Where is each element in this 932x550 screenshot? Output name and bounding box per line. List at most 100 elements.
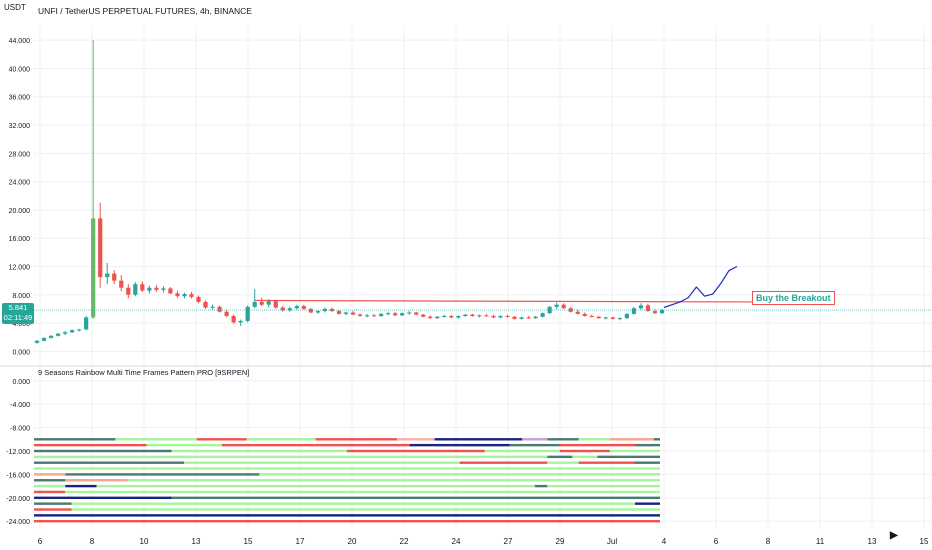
x-tick-label: 6 [38,537,43,546]
indicator-y-tick-label: -4.000 [10,402,30,409]
indicator-band-segment [484,449,560,453]
candle-body [245,306,250,321]
candle-body [477,315,482,317]
candle-body [336,311,342,314]
indicator-band-segment [509,443,560,447]
indicator-band-segment [221,443,316,447]
indicator-y-tick-label: -12.000 [6,449,30,456]
breakout-annotation[interactable]: Buy the Breakout [752,291,835,305]
candle-body [582,313,587,317]
candle-body [596,316,601,319]
candle-body [407,312,412,314]
x-tick-label: 27 [504,537,513,546]
indicator-band-segment [609,438,654,441]
indicator-y-tick-label: -24.000 [6,519,30,526]
candle-body [105,273,110,278]
indicator-band-segment [184,461,460,464]
indicator-band-segment [96,484,535,488]
y-tick-label: 16.000 [9,236,31,243]
axis-currency-label: USDT [4,3,26,12]
indicator-band-segment [534,484,548,488]
indicator-y-tick-label: -20.000 [6,496,30,503]
x-tick-label: 4 [662,537,667,546]
candle-body [442,316,447,318]
indicator-y-tick-label: 0.000 [12,379,30,386]
indicator-band-segment [65,479,128,482]
candle-body [210,306,215,308]
y-tick-label: 8.000 [12,293,30,300]
candle-body [652,311,658,314]
last-price-tag: 5.841 02:11:49 [2,303,34,324]
x-tick-label: 24 [452,537,461,546]
x-tick-label: 6 [714,537,719,546]
bar-countdown: 02:11:49 [3,313,33,322]
indicator-band-segment [146,443,222,447]
x-tick-label: 8 [90,537,95,546]
candle-body [343,312,349,314]
candle-body [91,218,96,318]
x-tick-label: 15 [244,537,253,546]
y-tick-label: 44.000 [9,38,31,45]
x-tick-label: 10 [140,537,149,546]
indicator-band-segment [634,461,660,464]
indicator-band-segment [559,449,610,453]
indicator-band-segment [115,438,197,441]
indicator-band-segment [434,438,523,441]
candle-body [98,218,103,278]
candle-body [519,317,524,319]
indicator-band-segment [34,473,66,476]
indicator-band-segment [315,438,398,441]
candle-body [252,301,257,307]
indicator-band-segment [559,443,635,447]
indicator-band-segment [609,449,660,453]
candle-body [463,314,468,317]
candle-body [428,316,433,319]
indicator-y-tick-label: -8.000 [10,426,30,433]
x-tick-label: 22 [400,537,409,546]
candle-body [456,316,461,318]
indicator-band-segment [65,484,97,488]
indicator-band-segment [578,438,610,441]
candle-body [119,280,124,288]
candle-body [638,305,644,309]
candle-body [41,337,47,341]
candle-body [196,296,201,302]
indicator-band-segment [34,467,285,470]
candle-body [575,311,580,314]
indicator-y-tick-label: -16.000 [6,472,30,479]
x-tick-label: 11 [816,537,825,546]
indicator-band-segment [34,449,172,453]
candle-body [126,287,131,295]
candle-body [449,316,454,318]
candle-body [371,315,377,317]
x-tick-label: Jul [607,537,617,546]
y-tick-label: 32.000 [9,123,31,130]
indicator-band-segment [347,449,448,453]
indicator-band-segment [34,461,185,464]
indicator-band-segment [447,449,485,453]
candle-body [301,306,306,309]
indicator-band-segment [409,443,510,447]
candle-body [140,284,145,291]
candle-body [526,317,531,319]
indicator-band-segment [284,455,548,459]
candle-body [505,316,510,318]
indicator-band-segment [65,490,661,494]
candle-body [308,308,313,313]
candle-body [610,317,615,319]
candle-body [554,304,559,307]
indicator-band-segment [34,508,72,511]
indicator-band-segment [71,502,635,505]
indicator-band-segment [171,496,660,500]
y-tick-label: 24.000 [9,180,31,187]
candle-body [631,308,637,314]
indicator-band-segment [34,490,66,494]
candle-body [266,301,271,305]
candle-body [112,273,117,281]
tradingview-logo-icon: ▶ [890,530,898,541]
candle-body [294,306,299,309]
candle-body [77,329,82,331]
candle-body [659,310,665,314]
indicator-band-segment [246,438,316,441]
candle-body [364,315,370,317]
